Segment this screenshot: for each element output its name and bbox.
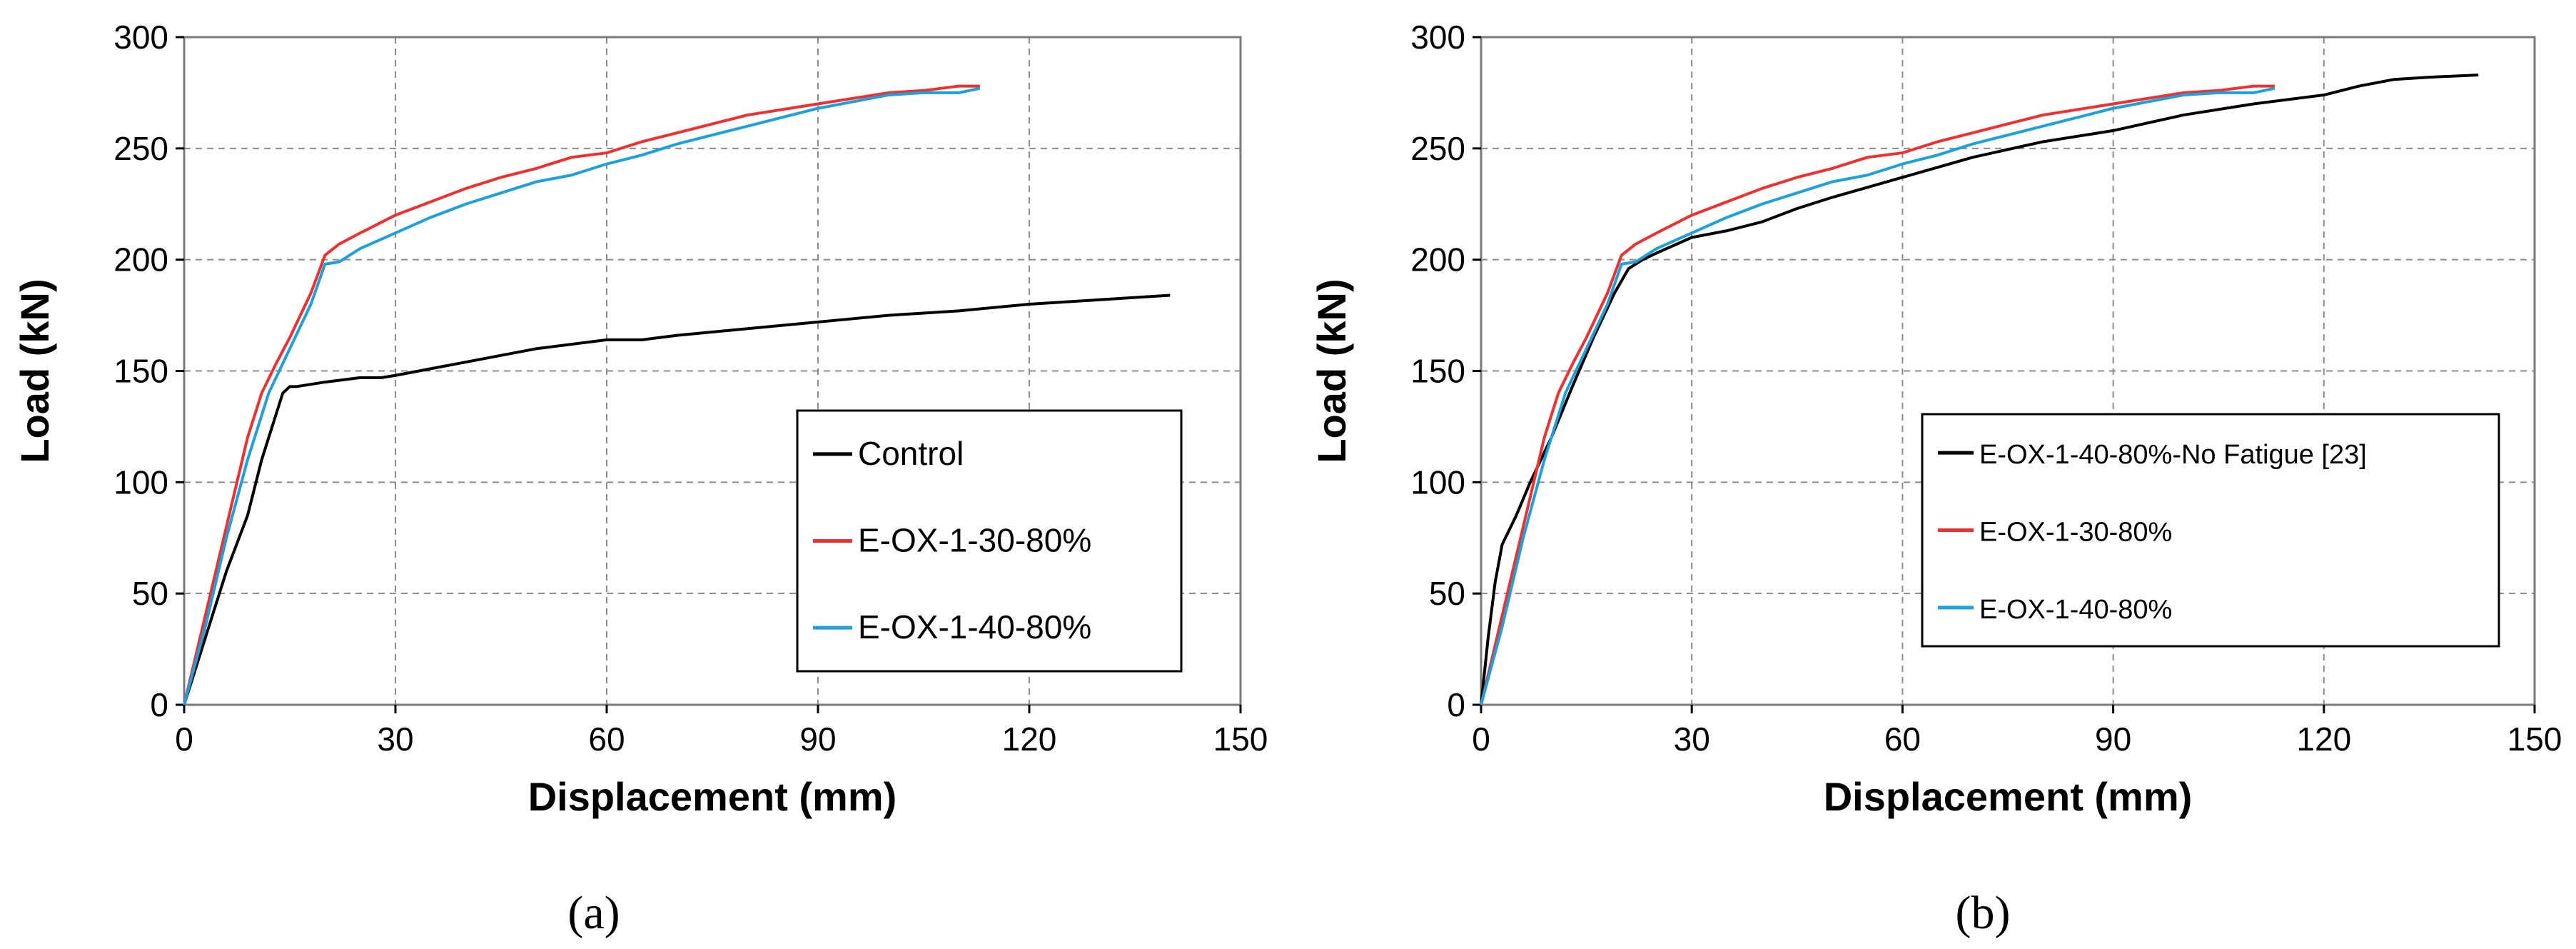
series-line [183,86,981,706]
y-tick-label: 50 [132,575,168,612]
y-tick-label: 0 [1447,686,1465,723]
series-line [1480,84,2275,706]
y-tick-label: 200 [1410,241,1465,278]
legend-box [796,409,1183,673]
series-line [1480,86,2276,706]
y-tick-label: 100 [1410,463,1465,501]
y-axis-label: Load (kN) [12,278,57,463]
y-tick-label: 250 [1410,130,1465,167]
x-tick-label: 150 [1213,720,1268,758]
legend-box [1921,413,2500,648]
y-tick-label: 200 [113,241,168,278]
x-tick-label: 90 [799,720,836,758]
x-tick-label: 90 [2095,720,2131,758]
legend-label: E-OX-1-40-80%-No Fatigue [23] [1979,440,2367,470]
x-tick-label: 120 [1002,720,1057,758]
x-tick-label: 30 [377,720,413,758]
y-tick-label: 50 [1429,575,1465,612]
panel-label-b: (b) [1956,887,2011,939]
series-line [183,84,980,706]
series-line [183,293,1171,706]
x-axis-label: Displacement (mm) [528,774,897,819]
y-axis-label: Load (kN) [1309,278,1354,463]
chart-panel-b: 0 30 60 90 120 150 0 50 100 150 200 250 300 Displacem… [1309,19,2562,819]
y-tick-label: 100 [113,463,168,501]
panel-label-a: (a) [567,887,620,939]
legend-label: E-OX-1-30-80% [858,522,1091,559]
series-line [1480,73,2479,706]
x-tick-label: 60 [1884,720,1921,758]
y-tick-label: 0 [150,686,168,723]
legend-label: E-OX-1-40-80% [858,608,1091,646]
y-tick-label: 150 [1410,353,1465,390]
legend-label: E-OX-1-30-80% [1979,518,2172,548]
x-tick-label: 0 [175,720,193,758]
x-tick-label: 30 [1674,720,1710,758]
x-axis-label: Displacement (mm) [1824,774,2193,819]
x-tick-label: 0 [1472,720,1490,758]
legend-label: E-OX-1-40-80% [1979,595,2172,625]
y-tick-label: 150 [113,353,168,390]
y-tick-label: 300 [113,19,168,56]
chart-panel-a: 0 30 60 90 120 150 0 50 100 150 200 250 300 Displacem… [12,19,1268,819]
x-tick-label: 120 [2296,720,2351,758]
x-tick-label: 150 [2507,720,2562,758]
legend-label: Control [858,435,964,472]
x-tick-label: 60 [588,720,625,758]
y-tick-label: 300 [1410,19,1465,56]
y-tick-label: 250 [113,130,168,167]
